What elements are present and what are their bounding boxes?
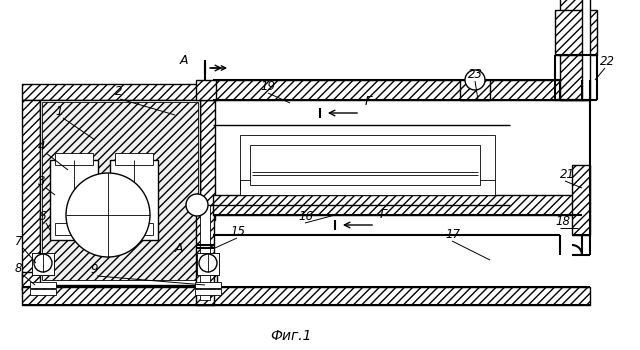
Text: 16: 16 [298, 210, 313, 223]
Bar [22, 287, 590, 305]
Bar [22, 84, 217, 100]
Bar [555, 10, 597, 55]
Text: Г: Г [365, 95, 372, 108]
Bar [200, 100, 215, 220]
Bar [22, 100, 40, 290]
Bar [213, 80, 583, 100]
Circle shape [199, 254, 217, 272]
Bar [200, 205, 210, 300]
Text: А: А [180, 54, 189, 67]
Bar [30, 289, 56, 295]
Bar [582, 0, 590, 100]
Text: Фиг.1: Фиг.1 [270, 329, 312, 343]
Bar [55, 223, 93, 235]
Bar [30, 282, 56, 288]
Bar [32, 253, 54, 275]
Text: 1: 1 [55, 105, 63, 118]
Text: 21: 21 [560, 168, 575, 181]
Text: 8: 8 [15, 262, 22, 275]
Bar [50, 160, 98, 240]
Circle shape [34, 254, 52, 272]
Circle shape [66, 173, 150, 257]
Bar [197, 253, 219, 275]
Text: 23: 23 [468, 68, 483, 81]
Text: 3: 3 [38, 175, 45, 188]
Bar [460, 80, 490, 100]
Bar [213, 195, 583, 215]
Bar [196, 205, 214, 305]
Bar [195, 282, 221, 288]
Bar [195, 289, 221, 295]
Bar [110, 160, 158, 240]
Text: А: А [175, 242, 184, 255]
Text: 17: 17 [445, 228, 460, 241]
Text: 22: 22 [600, 55, 615, 68]
Bar [250, 145, 480, 185]
Bar [197, 253, 219, 275]
Bar [55, 153, 93, 165]
Bar [40, 100, 200, 285]
Text: 6: 6 [38, 210, 45, 223]
Text: 18: 18 [555, 215, 570, 228]
Bar [22, 272, 217, 290]
Text: 7: 7 [15, 235, 22, 248]
Bar [110, 160, 158, 240]
Bar [42, 102, 198, 280]
Text: Г: Г [380, 208, 387, 221]
Bar [32, 253, 54, 275]
Bar [240, 135, 495, 195]
Circle shape [186, 194, 208, 216]
Bar [560, 0, 588, 100]
Text: 4: 4 [38, 140, 45, 153]
Text: 15: 15 [230, 225, 245, 238]
Bar [196, 80, 216, 100]
Bar [115, 153, 153, 165]
Circle shape [465, 70, 485, 90]
Text: 9: 9 [90, 263, 97, 276]
Bar [572, 165, 590, 235]
Bar [50, 160, 98, 240]
Text: 19: 19 [260, 80, 275, 93]
Bar [115, 223, 153, 235]
Text: 2: 2 [115, 85, 122, 98]
